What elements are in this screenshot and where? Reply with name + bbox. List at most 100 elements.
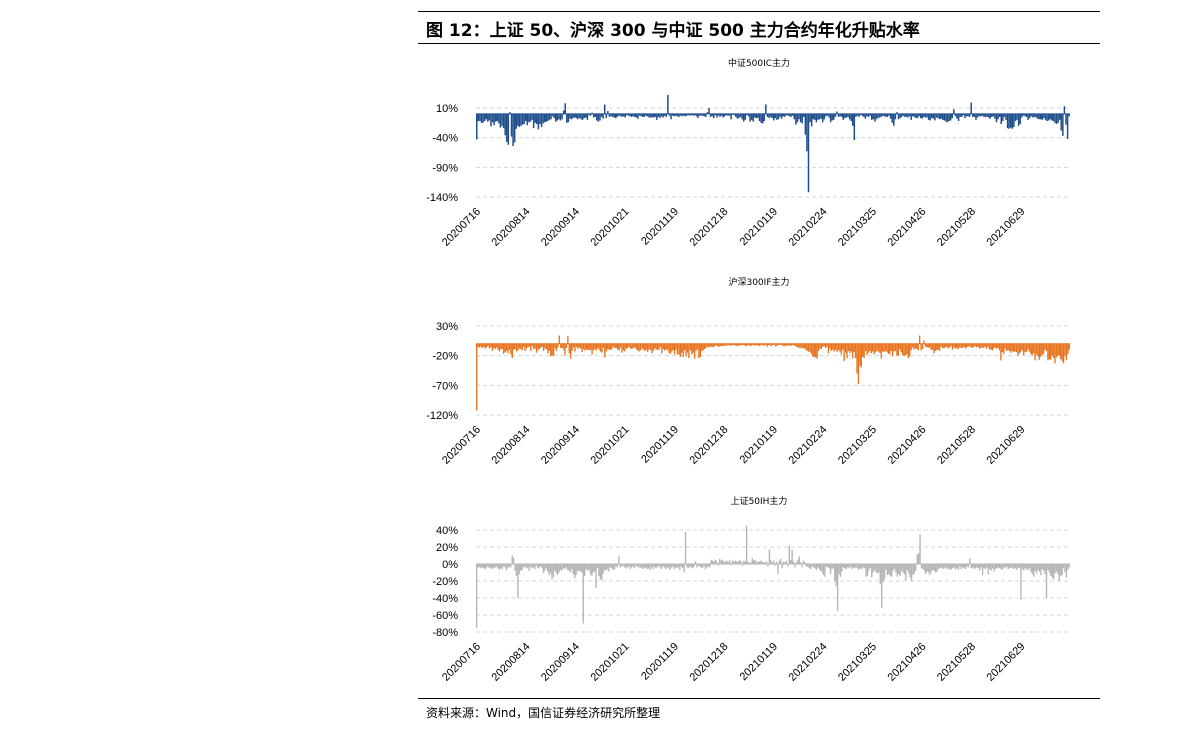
bar	[853, 343, 855, 353]
bar	[562, 564, 565, 569]
bar	[967, 343, 969, 347]
bar	[480, 564, 482, 569]
bar	[672, 564, 674, 567]
bar	[927, 343, 929, 348]
bar	[891, 343, 894, 357]
bar	[714, 113, 717, 116]
bar	[951, 343, 954, 350]
bar	[933, 343, 935, 354]
bar	[882, 113, 884, 116]
bar	[581, 564, 583, 573]
bar	[571, 564, 573, 570]
bar	[550, 343, 552, 357]
bar	[537, 564, 539, 569]
bar	[572, 343, 575, 348]
bar	[906, 343, 908, 355]
bar	[675, 113, 677, 116]
bar	[998, 343, 1001, 351]
bar	[962, 113, 965, 116]
bar	[595, 564, 597, 588]
bar	[758, 113, 761, 122]
bar	[657, 564, 660, 566]
bar	[515, 343, 518, 352]
bar	[924, 113, 927, 118]
bar	[970, 343, 972, 348]
bar	[761, 113, 764, 124]
bar	[821, 564, 823, 573]
bar	[670, 113, 672, 120]
bar	[652, 564, 654, 570]
bar	[940, 343, 942, 347]
bar	[643, 113, 645, 117]
bar	[1033, 113, 1036, 117]
x-tick-label: 20210629	[985, 424, 1028, 467]
bar	[679, 564, 681, 570]
bar	[507, 343, 509, 354]
bar	[958, 343, 961, 348]
bar	[476, 564, 478, 628]
bar	[995, 343, 998, 349]
bar	[536, 113, 538, 125]
bar	[478, 343, 481, 348]
bar	[713, 343, 716, 347]
bar	[1013, 343, 1015, 353]
bar	[913, 343, 915, 350]
bar	[638, 564, 640, 567]
bar	[477, 113, 480, 122]
bar	[790, 113, 792, 117]
bar	[511, 555, 513, 564]
bar	[851, 113, 854, 126]
bar	[824, 343, 827, 348]
bar	[768, 113, 770, 119]
bar	[682, 564, 684, 569]
bar	[589, 564, 592, 575]
x-tick-label: 20200914	[539, 424, 582, 467]
bar	[719, 113, 721, 117]
bar	[806, 113, 808, 152]
bar	[845, 564, 847, 570]
bar	[817, 564, 819, 568]
bar	[962, 564, 964, 568]
bar	[628, 343, 630, 347]
bar	[1035, 113, 1037, 118]
bar	[1003, 564, 1005, 568]
bar	[514, 564, 516, 571]
bar	[518, 113, 521, 127]
bar	[508, 564, 511, 567]
bar	[504, 113, 506, 136]
bar	[575, 343, 578, 347]
bar	[994, 113, 996, 119]
bar	[1034, 343, 1036, 361]
bar	[1040, 343, 1042, 357]
bar	[525, 343, 528, 349]
bar	[741, 113, 743, 120]
bar	[863, 564, 866, 569]
bar	[805, 343, 807, 350]
bar	[620, 564, 623, 567]
bar	[841, 564, 843, 572]
bar	[726, 343, 729, 346]
bar	[1068, 343, 1070, 350]
bar	[712, 343, 714, 348]
bar	[561, 564, 563, 571]
bar	[648, 343, 650, 350]
bar	[849, 343, 851, 354]
bar	[846, 343, 848, 359]
bar	[856, 564, 859, 569]
bar	[602, 343, 605, 348]
bar	[779, 113, 781, 117]
bar	[648, 113, 650, 118]
bar	[776, 343, 778, 346]
bar	[782, 113, 784, 117]
bar	[701, 564, 704, 569]
bar	[776, 113, 778, 120]
bar	[1051, 343, 1053, 356]
bar	[817, 343, 820, 351]
bar	[932, 564, 934, 570]
bar	[973, 113, 976, 117]
bar	[839, 564, 842, 577]
bar	[613, 113, 615, 118]
bar	[477, 564, 479, 568]
bar	[1001, 343, 1003, 353]
bar	[578, 113, 581, 119]
